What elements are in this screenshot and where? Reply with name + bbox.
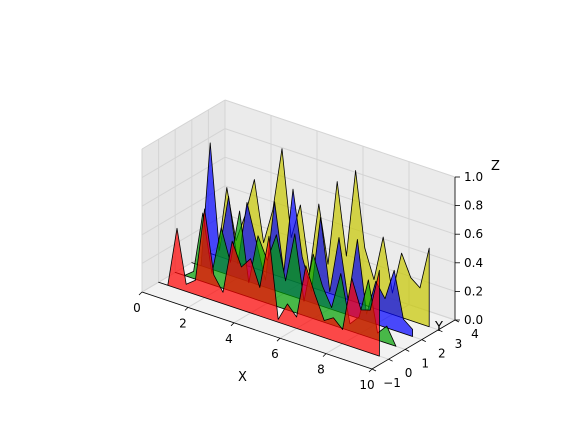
x-tick-label: 6 bbox=[271, 347, 279, 361]
z-axis-label: Z bbox=[491, 159, 500, 174]
y-tick-label: 4 bbox=[471, 327, 479, 341]
y-tick bbox=[421, 339, 426, 342]
series-polygon-y0 bbox=[158, 208, 380, 357]
y-tick-label: 0 bbox=[405, 366, 413, 380]
y-axis-label: Y bbox=[434, 320, 443, 335]
y-tick bbox=[438, 329, 443, 333]
grid-line bbox=[141, 99, 226, 150]
x-tick bbox=[138, 291, 143, 296]
z-tick-label: 0.4 bbox=[464, 256, 483, 270]
x-tick-label: 4 bbox=[225, 332, 233, 346]
x-tick bbox=[368, 368, 373, 373]
x-tick bbox=[276, 337, 281, 342]
z-tick-label: 0.8 bbox=[464, 199, 483, 213]
x-tick-label: 8 bbox=[317, 363, 325, 377]
x-tick bbox=[230, 322, 235, 327]
axis-edges bbox=[141, 177, 456, 370]
y-tick bbox=[371, 368, 377, 372]
x-tick-label: 2 bbox=[179, 316, 187, 330]
grid-line bbox=[141, 128, 226, 179]
z-tick-label: 0.2 bbox=[464, 284, 483, 298]
z-tick-label: 0.0 bbox=[464, 313, 483, 327]
z-tick-label: 0.6 bbox=[464, 227, 483, 241]
grid-line bbox=[224, 156, 456, 235]
x-tick bbox=[322, 353, 327, 357]
y-tick-label: 2 bbox=[438, 347, 446, 361]
y-tick bbox=[388, 358, 393, 362]
y-axis-line bbox=[371, 319, 456, 370]
grid-line bbox=[224, 99, 456, 178]
data-polygons bbox=[158, 142, 430, 357]
y-tick-label: 3 bbox=[455, 337, 463, 351]
x-tick-label: 0 bbox=[133, 301, 141, 315]
z-tick-label: 1.0 bbox=[464, 170, 483, 184]
y-tick-label: 1 bbox=[421, 356, 429, 370]
y-tick bbox=[405, 349, 410, 352]
x-tick-label: 10 bbox=[359, 378, 374, 392]
grid-line bbox=[224, 128, 456, 207]
x-axis-line bbox=[141, 291, 373, 370]
y-tick-label: −1 bbox=[383, 376, 401, 390]
x-tick bbox=[184, 307, 189, 311]
x-axis-label: X bbox=[238, 370, 247, 385]
series-polygon-y1 bbox=[174, 210, 397, 347]
